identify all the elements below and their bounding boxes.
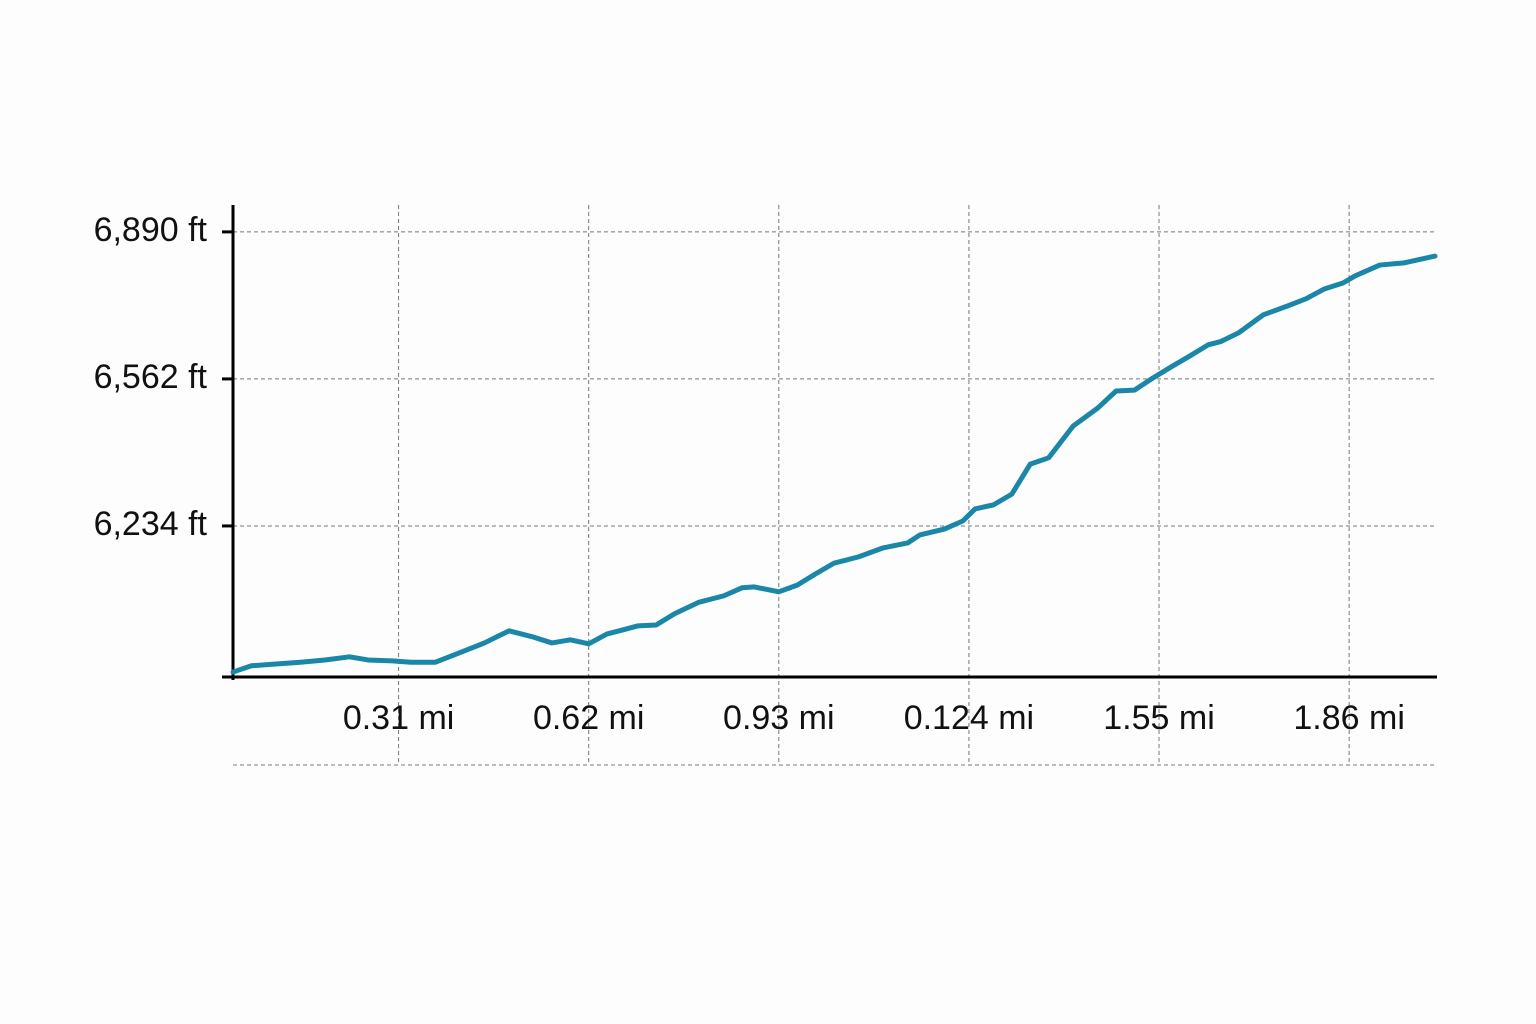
x-tick-label: 1.86 mi xyxy=(1293,699,1405,737)
y-tick-label: 6,890 ft xyxy=(94,211,208,249)
x-tick-label: 0.31 mi xyxy=(343,699,455,737)
x-tick-label: 1.55 mi xyxy=(1103,699,1215,737)
x-tick-label: 0.93 mi xyxy=(723,699,835,737)
y-tick-label: 6,562 ft xyxy=(94,358,208,396)
elevation-line xyxy=(230,253,1438,675)
x-tick-label: 0.124 mi xyxy=(904,699,1034,737)
y-tick-label: 6,234 ft xyxy=(94,505,208,543)
x-tick-label: 0.62 mi xyxy=(533,699,645,737)
